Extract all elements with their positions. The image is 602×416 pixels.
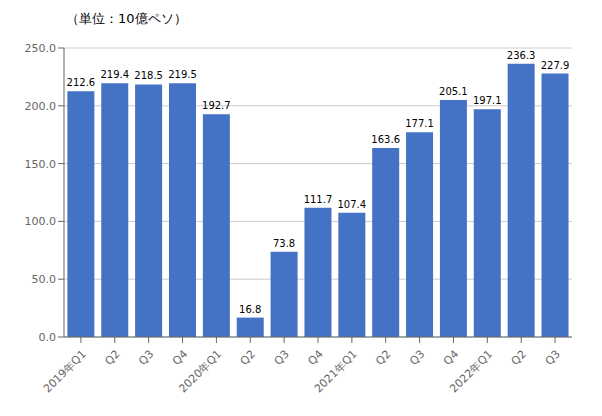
svg-text:16.8: 16.8	[239, 304, 261, 315]
svg-text:212.6: 212.6	[67, 77, 96, 88]
svg-text:100.0: 100.0	[25, 215, 57, 228]
svg-text:Q3: Q3	[407, 348, 427, 368]
svg-text:219.4: 219.4	[100, 69, 129, 80]
svg-text:Q2: Q2	[102, 348, 122, 368]
svg-text:150.0: 150.0	[25, 158, 57, 171]
svg-text:2019年Q1: 2019年Q1	[41, 348, 89, 396]
svg-text:0.0: 0.0	[39, 331, 57, 344]
svg-text:Q4: Q4	[170, 348, 190, 368]
svg-text:Q3: Q3	[136, 348, 156, 368]
svg-text:205.1: 205.1	[439, 86, 468, 97]
svg-text:Q4: Q4	[306, 348, 326, 368]
svg-text:107.4: 107.4	[337, 199, 366, 210]
svg-text:197.1: 197.1	[473, 95, 502, 106]
svg-text:227.9: 227.9	[541, 60, 570, 71]
svg-text:219.5: 219.5	[168, 69, 197, 80]
svg-text:Q4: Q4	[441, 348, 461, 368]
svg-text:Q3: Q3	[272, 348, 292, 368]
svg-text:Q2: Q2	[373, 348, 393, 368]
svg-text:2020年Q1: 2020年Q1	[176, 348, 224, 396]
svg-text:Q2: Q2	[509, 348, 529, 368]
svg-text:200.0: 200.0	[25, 100, 57, 113]
html-text:（単位：10億ペソ）: （単位：10億ペソ）	[66, 11, 187, 26]
svg-text:250.0: 250.0	[25, 42, 57, 55]
svg-text:2021年Q1: 2021年Q1	[312, 348, 360, 396]
svg-text:218.5: 218.5	[134, 70, 163, 81]
svg-text:Q3: Q3	[543, 348, 563, 368]
svg-text:Q2: Q2	[238, 348, 258, 368]
svg-text:192.7: 192.7	[202, 100, 231, 111]
svg-text:111.7: 111.7	[304, 194, 333, 205]
svg-text:236.3: 236.3	[507, 50, 536, 61]
svg-text:50.0: 50.0	[32, 273, 57, 286]
svg-text:73.8: 73.8	[273, 238, 295, 249]
svg-text:2022年Q1: 2022年Q1	[447, 348, 495, 396]
svg-text:163.6: 163.6	[371, 134, 400, 145]
svg-text:177.1: 177.1	[405, 118, 434, 129]
